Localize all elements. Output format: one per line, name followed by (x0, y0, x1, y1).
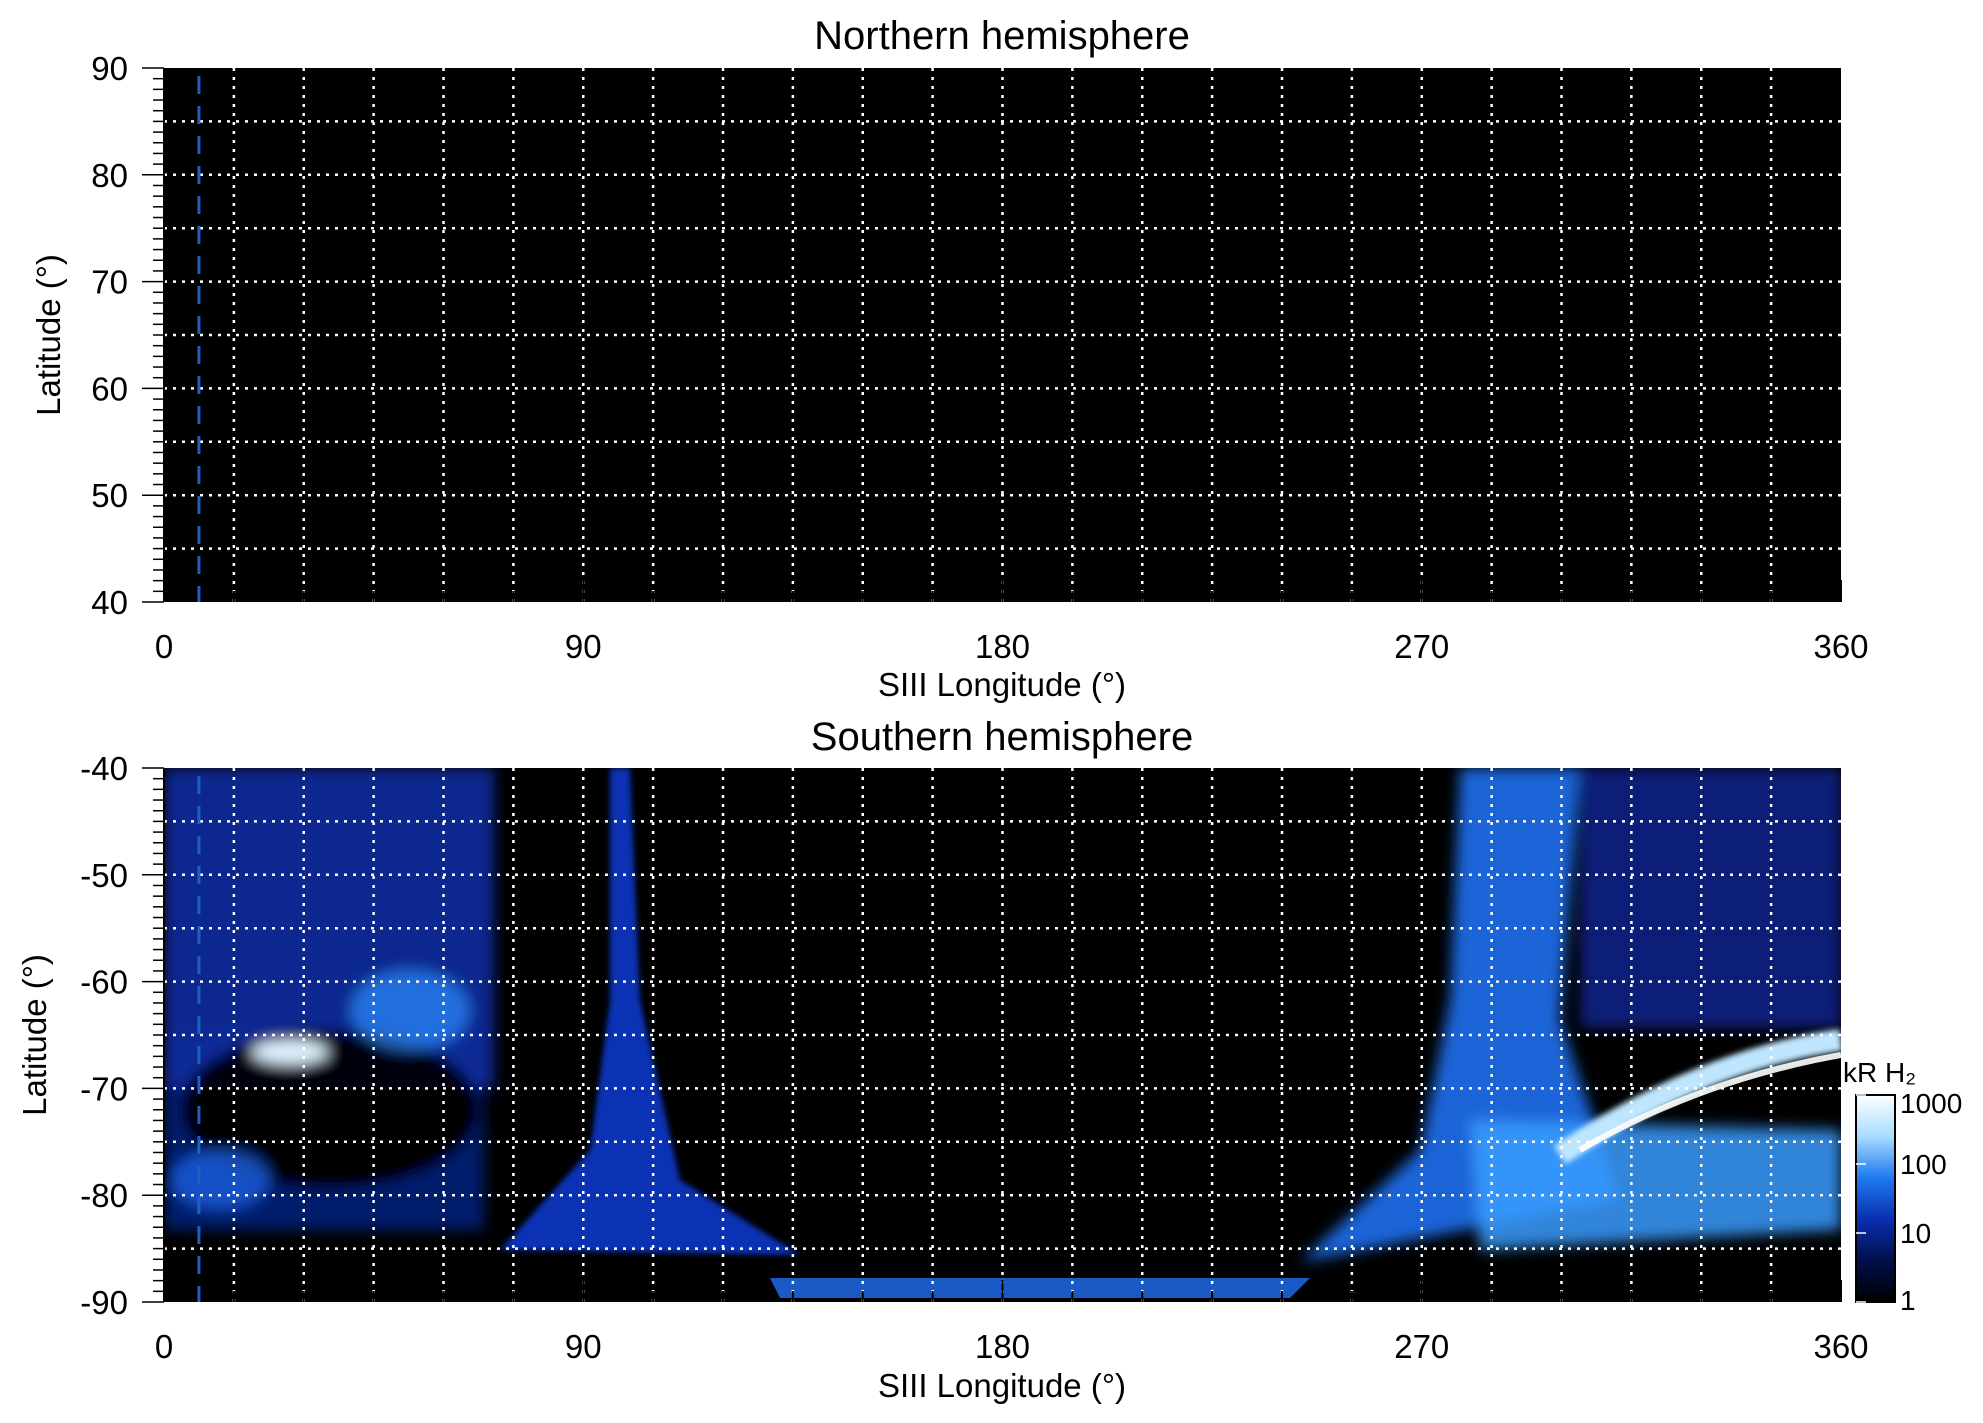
north-axis-ticks (142, 67, 1842, 603)
south-emission-left-patch (170, 1150, 270, 1210)
south-y-tick-label: -90 (80, 1284, 128, 1321)
south-emission-spot-a (252, 1040, 328, 1064)
colorbar: kR H₂ 1000 100 10 1 (1843, 1057, 1962, 1316)
north-y-tick-labels: 90 80 70 60 50 40 (91, 50, 128, 621)
south-xlabel: SIII Longitude (°) (878, 1367, 1126, 1404)
south-emission-arc-core (1578, 1052, 1841, 1153)
south-y-tick-label: -70 (80, 1070, 128, 1107)
south-title: Southern hemisphere (811, 715, 1193, 759)
north-title: Northern hemisphere (814, 14, 1190, 58)
north-y-tick-label: 90 (91, 50, 128, 87)
colorbar-tick-label: 1000 (1900, 1088, 1962, 1119)
north-x-tick-label: 0 (155, 628, 173, 665)
colorbar-label: kR H₂ (1843, 1057, 1916, 1088)
south-x-tick-label: 180 (975, 1328, 1030, 1365)
north-y-tick-label: 80 (91, 157, 128, 194)
south-emission-oval-low (1470, 1120, 1841, 1250)
south-emission-spot-b (350, 970, 470, 1050)
south-grid (164, 768, 1841, 1302)
panel-north: Northern hemisphere 0 90 180 270 360 90 80 70 6… (30, 14, 1869, 703)
south-emission-right-diffuse (1580, 768, 1841, 1028)
north-ylabel: Latitude (°) (30, 254, 67, 416)
north-x-tick-label: 270 (1394, 628, 1449, 665)
south-x-tick-label: 270 (1394, 1328, 1449, 1365)
south-y-tick-label: -60 (80, 964, 128, 1001)
north-x-tick-label: 180 (975, 628, 1030, 665)
south-x-tick-labels: 0 90 180 270 360 (155, 1328, 1869, 1365)
colorbar-ticks: 1000 100 10 1 (1856, 1088, 1962, 1316)
north-y-tick-label: 60 (91, 370, 128, 407)
south-x-tick-label: 360 (1813, 1328, 1868, 1365)
colorbar-tick-label: 1 (1900, 1285, 1916, 1316)
north-x-tick-label: 360 (1813, 628, 1868, 665)
north-grid (164, 68, 1841, 602)
south-y-tick-label: -40 (80, 750, 128, 787)
north-y-tick-label: 70 (91, 264, 128, 301)
south-emission-band-95 (500, 768, 800, 1255)
south-emission-bright-arc (1553, 1029, 1841, 1165)
north-xlabel: SIII Longitude (°) (878, 666, 1126, 703)
north-x-tick-label: 90 (565, 628, 602, 665)
colorbar-bar (1855, 1094, 1896, 1303)
south-y-tick-label: -50 (80, 857, 128, 894)
south-emission-left-void (180, 1030, 480, 1190)
north-x-tick-labels: 0 90 180 270 360 (155, 628, 1869, 665)
north-y-tick-label: 40 (91, 584, 128, 621)
south-emission-polar-fan (770, 1278, 1310, 1298)
south-y-tick-labels: -40 -50 -60 -70 -80 -90 (80, 750, 128, 1321)
south-axis-ticks (142, 767, 1842, 1303)
south-y-tick-label: -80 (80, 1177, 128, 1214)
colorbar-tick-label: 100 (1900, 1149, 1947, 1180)
south-ylabel: Latitude (°) (16, 954, 53, 1116)
panel-south: Southern hemisphere (16, 715, 1869, 1404)
colorbar-tick-label: 10 (1900, 1218, 1931, 1249)
south-x-tick-label: 90 (565, 1328, 602, 1365)
north-y-tick-label: 50 (91, 477, 128, 514)
south-x-tick-label: 0 (155, 1328, 173, 1365)
